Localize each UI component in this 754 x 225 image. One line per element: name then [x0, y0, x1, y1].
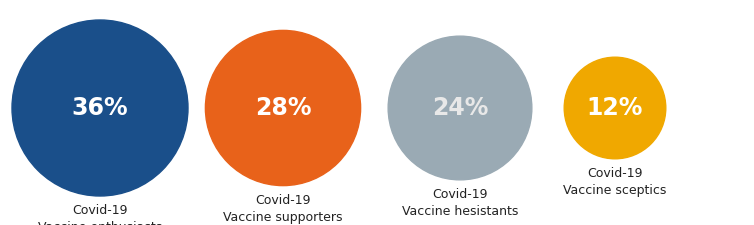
Text: Covid-19
Vaccine supporters: Covid-19 Vaccine supporters: [223, 194, 343, 224]
Text: 24%: 24%: [432, 96, 488, 120]
Text: 12%: 12%: [587, 96, 643, 120]
Text: 36%: 36%: [72, 96, 128, 120]
Text: Covid-19
Vaccine enthusiasts: Covid-19 Vaccine enthusiasts: [38, 204, 162, 225]
Text: Covid-19
Vaccine sceptics: Covid-19 Vaccine sceptics: [563, 167, 667, 197]
Text: Covid-19
Vaccine hesistants: Covid-19 Vaccine hesistants: [402, 188, 518, 218]
Ellipse shape: [12, 20, 188, 196]
Ellipse shape: [564, 57, 666, 159]
Ellipse shape: [205, 30, 360, 186]
Ellipse shape: [388, 36, 532, 180]
Text: 28%: 28%: [255, 96, 311, 120]
